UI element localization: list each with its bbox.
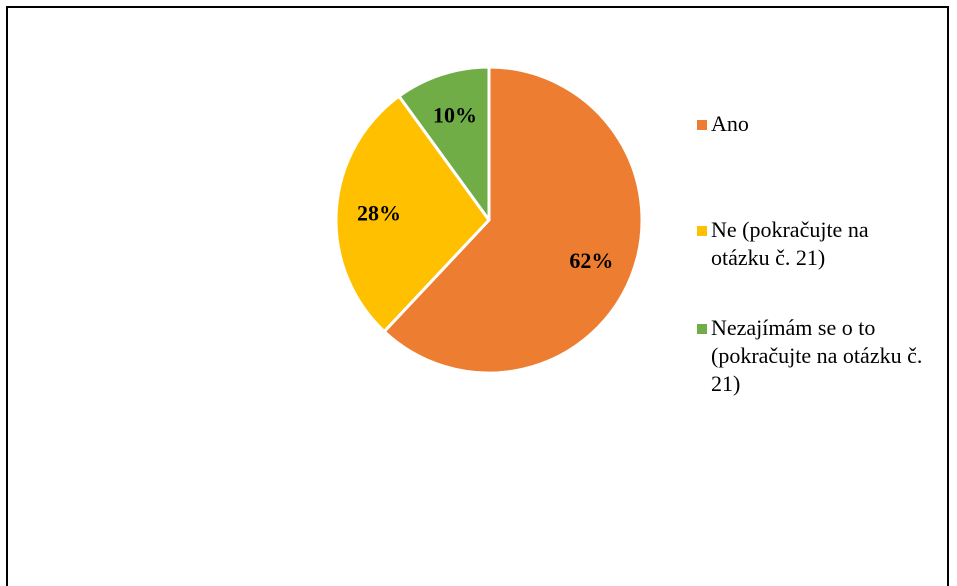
legend-item-ano: Ano bbox=[697, 110, 937, 138]
legend-swatch-ano bbox=[697, 120, 707, 130]
pie-slice-nezajimam bbox=[397, 65, 491, 222]
legend-item-nezajimam: Nezajímám se o to (pokračujte na otázku … bbox=[697, 314, 937, 398]
pie-slice-ne bbox=[334, 94, 491, 334]
slice-label-nezajimam: 10% bbox=[433, 103, 477, 128]
legend-label-ne: Ne (pokračujte na otázku č. 21) bbox=[711, 217, 869, 270]
legend-item-ne: Ne (pokračujte na otázku č. 21) bbox=[697, 216, 937, 272]
legend-label-ano: Ano bbox=[711, 111, 749, 136]
slice-label-ano: 62% bbox=[569, 248, 613, 273]
legend-label-nezajimam: Nezajímám se o to (pokračujte na otázku … bbox=[711, 315, 923, 396]
legend-swatch-ne bbox=[697, 226, 707, 236]
legend-swatch-nezajimam bbox=[697, 324, 707, 334]
pie-slice-ano bbox=[382, 65, 644, 375]
slice-label-ne: 28% bbox=[357, 201, 401, 226]
